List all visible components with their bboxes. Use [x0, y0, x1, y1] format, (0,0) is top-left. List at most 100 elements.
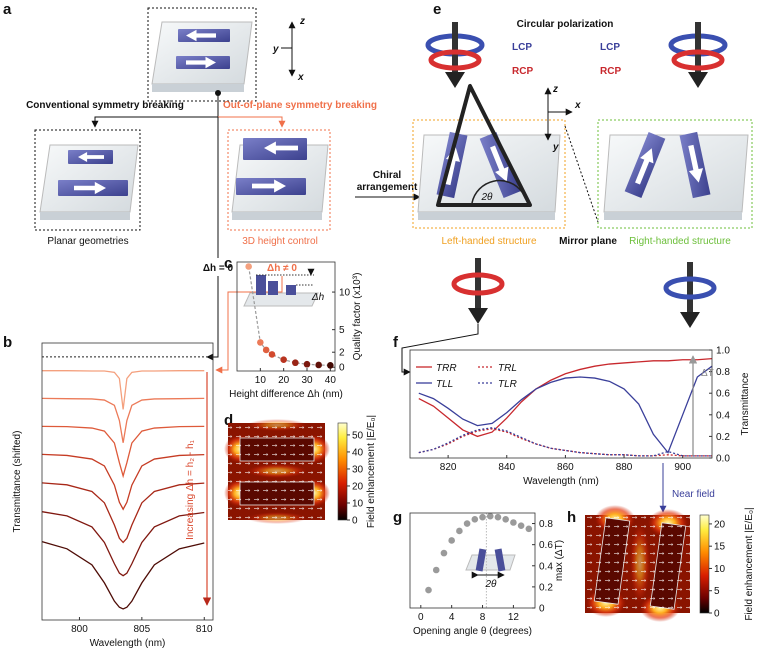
inset-g: [465, 548, 516, 579]
panel-e-diagram-part: [604, 212, 742, 220]
colorbar-tick-label: 30: [352, 464, 364, 475]
legend-label: TRL: [498, 363, 517, 374]
colorbar-tick-label: 20: [714, 519, 726, 530]
colorbar-tick-label: 0: [352, 516, 358, 527]
plot-frame: [41, 342, 214, 621]
inset-c-part: [268, 281, 278, 295]
x-tick-label: 800: [71, 624, 88, 635]
plot-frame: [409, 512, 536, 609]
x-axis-label: Wavelength (nm): [523, 476, 599, 487]
data-point: [494, 513, 502, 521]
y-axis-label: Transmittance: [740, 372, 751, 435]
x-axis-label: Wavelength (nm): [90, 638, 166, 649]
connector-label: Near field: [672, 489, 715, 500]
x-axis-label: Height difference Δh (nm): [229, 389, 343, 400]
data-point: [471, 516, 479, 523]
data-point: [440, 549, 448, 557]
inset-g-part: [494, 548, 506, 572]
colorbar-tick-label: 5: [714, 586, 720, 597]
panel-letter: e: [433, 1, 441, 18]
data-point: [463, 520, 471, 527]
plot-frame: [409, 349, 713, 459]
data-point: [303, 360, 311, 368]
y-tick-label: 0.0: [716, 454, 730, 465]
data-point: [510, 519, 517, 526]
panel-e-diagram-part: [603, 134, 749, 213]
data-point: [486, 512, 494, 520]
panel-letter: d: [224, 412, 233, 429]
arrow-label: Chiral: [373, 170, 402, 181]
polarization-label: LCP: [512, 42, 532, 53]
axes-glyph: [281, 21, 296, 77]
panel-e-diagram: Circular polarization LCP RCP LCP RCP 2θ…: [401, 19, 753, 376]
caption: 3D height control: [242, 236, 318, 247]
axis-letter: y: [552, 142, 559, 153]
delta-h-label: Δh = 0: [203, 263, 234, 274]
y-axis-label: Quality factor (x10³): [352, 273, 363, 361]
panel-a-diagram-part: [218, 116, 286, 128]
y-tick-label: 1.0: [716, 346, 730, 357]
series-line: [418, 427, 712, 457]
axis-letter: x: [297, 72, 304, 83]
panel-a-diagram-part: [152, 84, 244, 92]
x-tick-label: 40: [325, 375, 337, 386]
colorbar: [699, 514, 710, 614]
series-line: [41, 482, 205, 544]
x-tick-label: 810: [196, 624, 213, 635]
inset-g-part: [475, 548, 487, 572]
panel-e-diagram-part: [428, 22, 482, 88]
panel-letter: f: [393, 334, 399, 351]
panel-e-diagram-part: [418, 212, 555, 220]
data-point: [448, 537, 455, 544]
panel-e-diagram-part: [666, 262, 714, 328]
data-point: [502, 516, 509, 523]
polarization-label: RCP: [600, 66, 621, 77]
inset-label: 2θ: [485, 579, 498, 590]
annotation: Increasing Δh = h₂ - h₁: [185, 439, 196, 539]
y-tick-label: 0.2: [539, 582, 553, 593]
panel-letter: c: [224, 255, 232, 272]
axes-glyph: [544, 87, 573, 141]
x-tick-label: 20: [278, 375, 290, 386]
x-axis-label: Opening angle θ (degrees): [413, 626, 532, 637]
legend-label: TLL: [436, 379, 453, 390]
data-point: [268, 351, 276, 358]
x-tick-label: 900: [674, 462, 691, 473]
colorbar-tick-label: 40: [352, 447, 364, 458]
inset-c-part: [256, 275, 266, 295]
colorbar-tick-label: 50: [352, 430, 364, 441]
y-tick-label: 0.6: [716, 389, 730, 400]
polarization-label: RCP: [512, 66, 533, 77]
panel-letter: g: [393, 509, 402, 526]
diagram-title: Circular polarization: [517, 19, 614, 30]
data-point: [517, 522, 525, 529]
series-line: [41, 425, 205, 479]
colorbar-tick-label: 15: [714, 542, 726, 553]
panel-letter: a: [3, 1, 12, 18]
inset-c-part: [243, 292, 319, 307]
x-tick-label: 10: [255, 375, 267, 386]
colorbar-label: Field enhancement |E/E₀|: [366, 415, 377, 528]
field-map-h-part: [585, 515, 690, 613]
legend-label: TLR: [498, 379, 517, 390]
y-tick-label: 0: [339, 363, 345, 374]
plot-frame: [236, 261, 336, 372]
series-line: [418, 365, 713, 454]
panel-e-diagram-part: [454, 258, 502, 324]
inset-label: Δh: [311, 292, 325, 303]
polarization-label: LCP: [600, 42, 620, 53]
panel-a-diagram-part: [40, 212, 130, 220]
panel-e-diagram-part: [401, 324, 479, 376]
field-map-d: [224, 419, 330, 524]
data-point: [425, 586, 432, 594]
data-point: [525, 525, 533, 533]
y-tick-label: 0.4: [539, 561, 553, 572]
field-map-d-part: [228, 423, 325, 520]
data-point: [327, 362, 334, 369]
colorbar: [337, 422, 348, 521]
data-point: [432, 566, 440, 574]
data-point: [315, 361, 322, 369]
